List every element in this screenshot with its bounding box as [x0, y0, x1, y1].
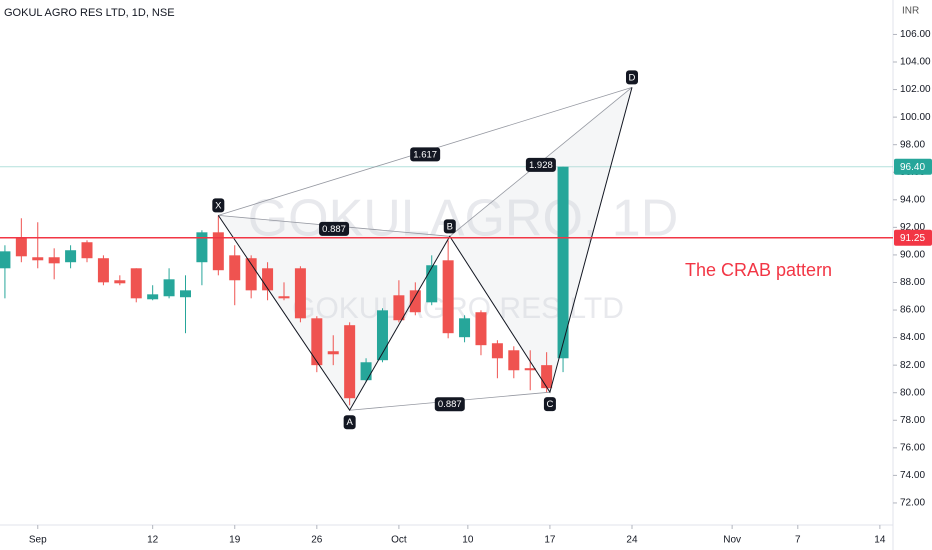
candle-body — [65, 250, 77, 263]
x-tick-label: 26 — [311, 535, 323, 546]
annotation: The CRAB pattern — [685, 260, 832, 280]
point-label: D — [629, 72, 636, 83]
candle-body — [97, 258, 109, 283]
candle-body — [475, 312, 487, 346]
y-tick-label: 106.00 — [900, 29, 931, 40]
y-tick-label: 86.00 — [900, 305, 925, 316]
point-label-box — [212, 198, 225, 213]
point-label: A — [346, 417, 353, 428]
candle-body — [212, 232, 224, 271]
watermark: GOKUL AGRO RES LTD — [292, 292, 624, 325]
point-label: C — [546, 399, 553, 410]
y-tick-label: 102.00 — [900, 84, 931, 95]
candle-body — [32, 257, 44, 261]
candle-body — [130, 268, 142, 299]
candle-body — [344, 325, 356, 399]
ratio-label: 1.617 — [413, 149, 437, 160]
candle-body — [245, 258, 257, 291]
candle-body — [278, 296, 290, 299]
currency: INR — [902, 6, 919, 17]
candle-body — [508, 350, 520, 371]
point-label-box — [543, 397, 556, 412]
y-tick-label: 94.00 — [900, 194, 925, 205]
price-label-box — [894, 158, 932, 175]
y-tick-label: 76.00 — [900, 442, 925, 453]
y-tick-label: 78.00 — [900, 415, 925, 426]
candle-body — [459, 318, 471, 338]
candle-body — [114, 280, 126, 284]
y-tick-label: 88.00 — [900, 277, 925, 288]
point-label: B — [447, 221, 453, 232]
x-tick-label: Oct — [391, 535, 407, 546]
x-tick-label: 10 — [462, 535, 474, 546]
candle-body — [442, 260, 454, 334]
candle-body — [393, 295, 405, 321]
x-tick-label: 7 — [795, 535, 801, 546]
point-label-box — [343, 415, 356, 430]
candle-body — [48, 257, 60, 264]
y-tick-label: 84.00 — [900, 332, 925, 343]
ratio-label-box — [525, 157, 556, 172]
x-tick-label: 17 — [544, 535, 556, 546]
candle-body — [179, 290, 191, 298]
candle-body — [426, 265, 438, 303]
ratio-label: 0.887 — [438, 399, 462, 410]
price-label: 91.25 — [900, 233, 925, 244]
point-label-box — [443, 219, 456, 234]
x-tick-label: 12 — [147, 535, 159, 546]
ratio-label: 1.928 — [529, 160, 553, 171]
y-tick-label: 80.00 — [900, 387, 925, 398]
x-tick-label: Sep — [29, 535, 47, 546]
y-tick-label: 92.00 — [900, 222, 925, 233]
candle-body — [541, 365, 553, 389]
candle-body — [360, 362, 372, 381]
y-tick-label: 74.00 — [900, 470, 925, 481]
candle-body — [262, 268, 274, 291]
price-label: 96.40 — [900, 162, 925, 173]
candle-body — [163, 279, 175, 297]
ratio-label-box — [434, 397, 465, 412]
candle-body — [327, 351, 339, 355]
y-tick-label: 98.00 — [900, 139, 925, 150]
ratio-label-box — [410, 147, 441, 162]
x-tick-label: 14 — [874, 535, 886, 546]
pattern-legs — [217, 87, 633, 412]
candle-body — [15, 238, 27, 257]
price-label-box — [894, 229, 932, 246]
x-tick-label: 24 — [626, 535, 638, 546]
y-tick-label: 82.00 — [900, 360, 925, 371]
candle-body — [0, 251, 11, 269]
candle-body — [491, 343, 503, 359]
candle-body — [376, 310, 388, 361]
candle-body — [147, 294, 159, 300]
x-tick-label: Nov — [723, 535, 741, 546]
ratio-label-box — [319, 221, 350, 236]
candle-body — [81, 242, 93, 259]
pattern-area — [218, 215, 450, 411]
point-label: X — [215, 200, 222, 211]
candle-body — [524, 368, 536, 371]
candle-body — [294, 268, 306, 319]
y-tick-label: 100.00 — [900, 112, 931, 123]
pattern-area — [449, 87, 632, 393]
y-tick-label: 104.00 — [900, 57, 931, 68]
candle-body — [557, 166, 569, 359]
ratio-label: 0.887 — [322, 224, 346, 235]
y-tick-label: 72.00 — [900, 498, 925, 509]
chart-title: GOKUL AGRO RES LTD, 1D, NSE — [4, 7, 175, 19]
point-label-box — [625, 70, 638, 85]
candle-body — [229, 255, 241, 281]
candle-body — [409, 290, 421, 313]
x-tick-label: 19 — [229, 535, 241, 546]
candle-body — [311, 318, 323, 366]
y-tick-label: 90.00 — [900, 250, 925, 261]
candle-body — [196, 232, 208, 263]
